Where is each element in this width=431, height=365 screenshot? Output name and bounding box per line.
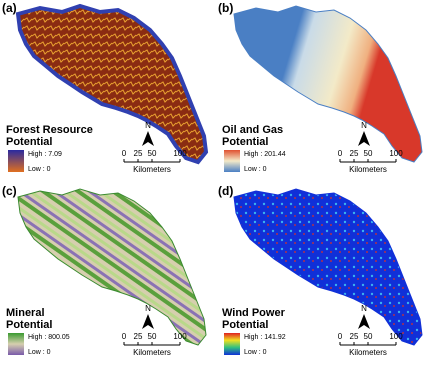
map-title: Wind Power bbox=[222, 307, 286, 319]
map-title: Mineral bbox=[6, 307, 45, 319]
scale-label: 0 bbox=[122, 149, 127, 158]
scale-label: 0 bbox=[122, 332, 127, 341]
legend-high: High : 7.09 bbox=[28, 151, 62, 158]
scale-label: 100 bbox=[389, 332, 403, 341]
map-title: Oil and Gas bbox=[222, 124, 283, 136]
scale-label: 25 bbox=[350, 149, 359, 158]
north-label: N bbox=[361, 121, 367, 130]
map-title: Potential bbox=[222, 136, 268, 148]
legend-low: Low : 0 bbox=[244, 349, 267, 356]
map-title: Potential bbox=[6, 136, 52, 148]
legend-ramp bbox=[8, 150, 24, 172]
north-arrow bbox=[358, 131, 370, 146]
scale-label: 100 bbox=[173, 332, 187, 341]
panel-label: (c) bbox=[2, 184, 17, 198]
legend-low: Low : 0 bbox=[244, 166, 267, 173]
legend-low: Low : 0 bbox=[28, 166, 51, 173]
scale-label: 50 bbox=[364, 149, 373, 158]
legend-ramp bbox=[8, 333, 24, 355]
figure: (a)Forest ResourcePotentialHigh : 7.09Lo… bbox=[0, 0, 431, 365]
map-title: Potential bbox=[6, 319, 52, 331]
legend-ramp bbox=[224, 333, 240, 355]
legend-ramp bbox=[224, 150, 240, 172]
north-label: N bbox=[361, 304, 367, 313]
scale-label: 50 bbox=[364, 332, 373, 341]
legend-high: High : 800.05 bbox=[28, 334, 70, 341]
legend-high: High : 141.92 bbox=[244, 334, 286, 341]
north-arrow bbox=[142, 131, 154, 146]
north-label: N bbox=[145, 304, 151, 313]
scale-label: 0 bbox=[338, 149, 343, 158]
scale-label: 50 bbox=[148, 149, 157, 158]
scale-unit: Kilometers bbox=[349, 165, 387, 174]
scale-label: 25 bbox=[350, 332, 359, 341]
scale-unit: Kilometers bbox=[133, 348, 171, 357]
scale-unit: Kilometers bbox=[349, 348, 387, 357]
legend-high: High : 201.44 bbox=[244, 151, 286, 158]
map-title: Potential bbox=[222, 319, 268, 331]
scale-label: 25 bbox=[134, 149, 143, 158]
scale-label: 25 bbox=[134, 332, 143, 341]
north-label: N bbox=[145, 121, 151, 130]
scale-label: 0 bbox=[338, 332, 343, 341]
panel-label: (d) bbox=[218, 184, 233, 198]
scale-label: 100 bbox=[173, 149, 187, 158]
scale-label: 100 bbox=[389, 149, 403, 158]
north-arrow bbox=[358, 314, 370, 329]
scale-label: 50 bbox=[148, 332, 157, 341]
scale-unit: Kilometers bbox=[133, 165, 171, 174]
north-arrow bbox=[142, 314, 154, 329]
map-title: Forest Resource bbox=[6, 124, 93, 136]
panel-label: (b) bbox=[218, 1, 233, 15]
legend-low: Low : 0 bbox=[28, 349, 51, 356]
panel-label: (a) bbox=[2, 1, 17, 15]
